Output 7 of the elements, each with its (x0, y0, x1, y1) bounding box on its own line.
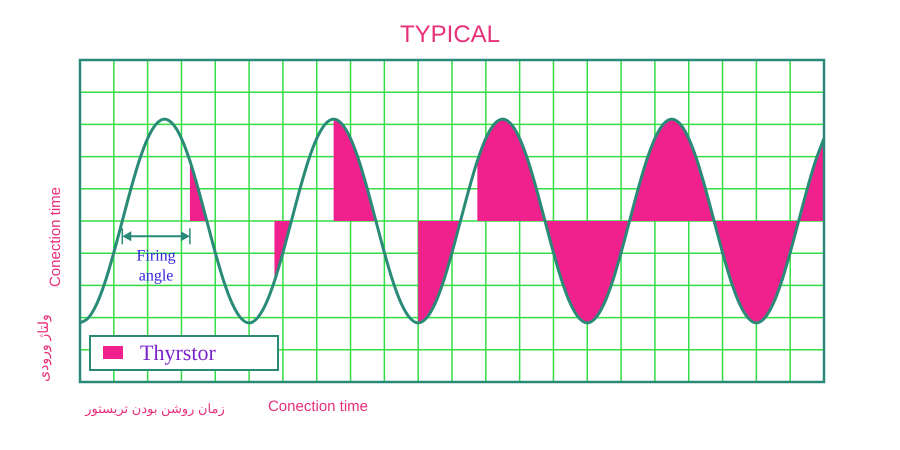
text: Conection time (268, 398, 368, 415)
text: زمان روشن بودن تریستور (84, 401, 225, 417)
text: ولتاژ ورودی (35, 314, 52, 382)
legend-label: Thyrstor (140, 340, 216, 365)
y-axis-title: Conection time (47, 186, 64, 288)
chart-title: TYPICAL (400, 21, 500, 48)
legend: Thyrstor (89, 335, 279, 371)
